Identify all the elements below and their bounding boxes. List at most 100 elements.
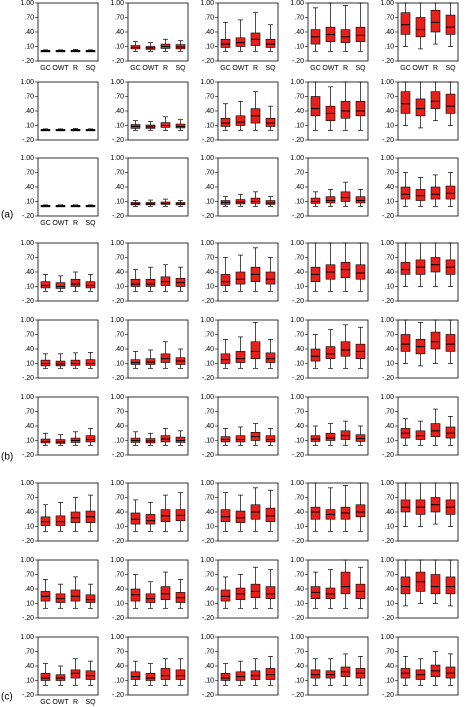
y-tick-label: 1.00 [290, 557, 304, 564]
box [235, 510, 246, 523]
box [130, 512, 141, 525]
y-tick-label: .10 [114, 198, 124, 205]
y-tick-label: .40 [204, 29, 214, 36]
y-tick-label: .10 [204, 523, 214, 530]
y-tick-label: .10 [384, 600, 394, 607]
box [445, 334, 456, 352]
x-tick-label: GC [310, 65, 321, 72]
y-tick-label: .70 [114, 169, 124, 176]
box [355, 26, 366, 42]
panel-frame [397, 636, 459, 696]
y-tick-label: .10 [384, 677, 394, 684]
y-tick-label: .10 [204, 43, 214, 50]
x-tick-label: OWT [52, 699, 69, 706]
y-tick-label: 1.00 [200, 0, 214, 7]
box [70, 589, 81, 602]
y-tick-label: -.20 [22, 692, 34, 699]
box [250, 341, 261, 359]
y-tick-label: 1.00 [380, 634, 394, 641]
y-tick-label: .10 [114, 523, 124, 530]
panel-frame [307, 157, 369, 217]
y-tick-label: 1.00 [380, 155, 394, 162]
y-tick-label: .40 [204, 663, 214, 670]
y-tick-label: .70 [114, 254, 124, 261]
x-tick-label: OWT [232, 65, 249, 72]
x-tick-label: R [343, 65, 348, 72]
y-tick-label: 1.00 [380, 557, 394, 564]
y-tick-label: -.20 [22, 375, 34, 382]
y-tick-label: 1.00 [200, 480, 214, 487]
box [400, 499, 411, 513]
y-tick-label: .10 [294, 198, 304, 205]
y-tick-label: .40 [384, 423, 394, 430]
y-tick-label: .10 [24, 600, 34, 607]
y-tick-label: .40 [114, 586, 124, 593]
y-tick-label: .70 [294, 254, 304, 261]
y-tick-label: 1.00 [20, 240, 34, 247]
y-tick-label: .10 [114, 43, 124, 50]
box [355, 101, 366, 117]
y-tick-label: 1.00 [380, 480, 394, 487]
box [130, 278, 141, 287]
y-tick-label: 1.00 [380, 394, 394, 401]
y-tick-label: -.20 [202, 538, 214, 545]
y-tick-label: .70 [384, 648, 394, 655]
group-label: (b) [1, 452, 13, 463]
y-tick-label: 1.00 [200, 557, 214, 564]
y-tick-label: .40 [384, 29, 394, 36]
y-tick-label: -.20 [382, 58, 394, 65]
y-tick-label: .70 [294, 408, 304, 415]
panel-frame [37, 242, 99, 302]
y-tick-label: .40 [24, 108, 34, 115]
box [415, 189, 426, 201]
y-tick-label: .40 [384, 663, 394, 670]
box [55, 515, 66, 526]
y-tick-label: .70 [24, 494, 34, 501]
y-tick-label: .10 [114, 677, 124, 684]
y-tick-label: 1.00 [110, 480, 124, 487]
y-tick-label: .40 [114, 269, 124, 276]
y-tick-label: -.20 [202, 137, 214, 144]
y-tick-label: .10 [204, 677, 214, 684]
y-tick-label: 1.00 [20, 480, 34, 487]
y-tick-label: -.20 [22, 452, 34, 459]
x-tick-label: GC [400, 65, 411, 72]
y-tick-label: 1.00 [200, 394, 214, 401]
box [265, 117, 276, 127]
y-tick-label: 1.00 [110, 79, 124, 86]
y-tick-label: .70 [24, 93, 34, 100]
box [160, 586, 171, 600]
y-tick-label: .70 [24, 648, 34, 655]
y-tick-label: .40 [24, 423, 34, 430]
x-tick-label: OWT [52, 65, 69, 72]
panel-frame [127, 2, 189, 62]
box [355, 504, 366, 518]
y-tick-label: .70 [114, 14, 124, 21]
y-tick-label: .70 [114, 571, 124, 578]
y-tick-label: -.20 [382, 538, 394, 545]
y-tick-label: .70 [294, 14, 304, 21]
y-tick-label: -.20 [22, 538, 34, 545]
y-tick-label: 1.00 [380, 317, 394, 324]
y-tick-label: -.20 [22, 615, 34, 622]
y-tick-label: .40 [114, 346, 124, 353]
box [70, 278, 81, 287]
box [355, 264, 366, 280]
y-tick-label: .40 [204, 346, 214, 353]
panel-frame [127, 636, 189, 696]
y-tick-label: .10 [24, 360, 34, 367]
panel-frame [217, 2, 279, 62]
y-tick-label: .70 [24, 331, 34, 338]
y-tick-label: .10 [24, 43, 34, 50]
y-tick-label: .10 [24, 437, 34, 444]
box [220, 117, 231, 127]
y-tick-label: 1.00 [290, 240, 304, 247]
x-tick-label: GC [220, 65, 231, 72]
box [445, 14, 456, 35]
y-tick-label: -.20 [22, 213, 34, 220]
box [325, 432, 336, 441]
y-tick-label: -.20 [112, 692, 124, 699]
y-tick-label: .40 [384, 509, 394, 516]
box [265, 668, 276, 680]
y-tick-label: .70 [204, 14, 214, 21]
